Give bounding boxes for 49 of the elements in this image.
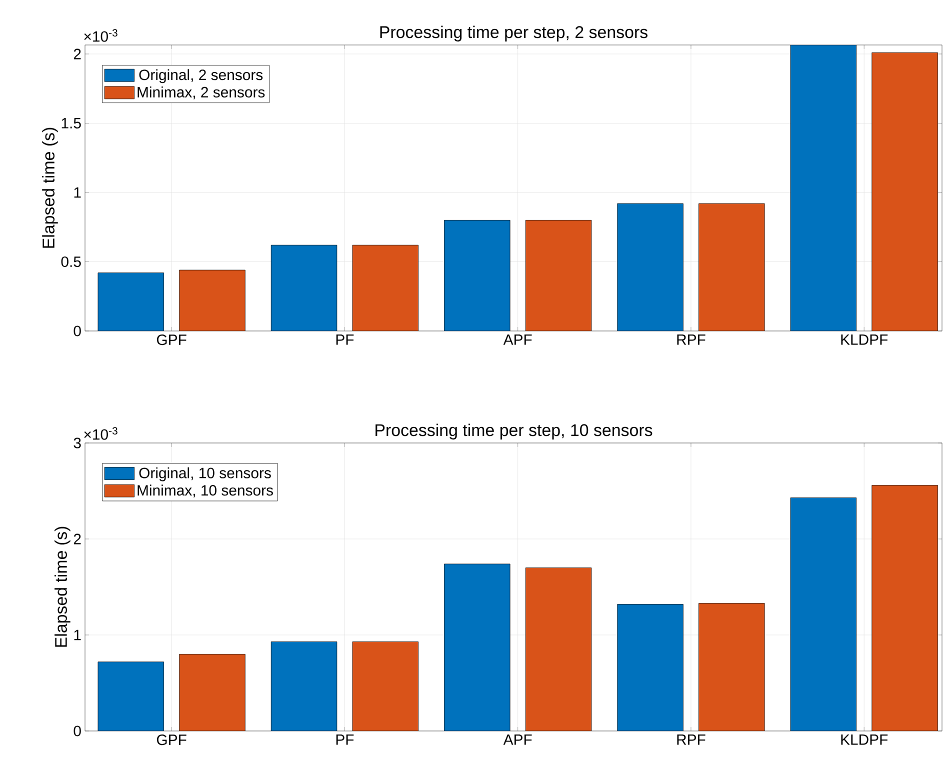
bar: [525, 568, 592, 731]
x-tick-label: APF: [503, 334, 532, 345]
bar: [698, 603, 765, 731]
bar: [525, 220, 592, 331]
x-tick-label: PF: [336, 334, 354, 345]
bar: [698, 203, 765, 331]
bar: [617, 203, 684, 331]
legend-label: Minimax, 10 sensors: [138, 484, 273, 498]
y-tick-label: 0.5: [61, 256, 81, 268]
x-tick-label: GPF: [156, 734, 186, 746]
chart-title: Processing time per step, 2 sensors: [380, 26, 648, 42]
legend-label: Original, 10 sensors: [139, 467, 271, 482]
y-axis-title: Elapsed time (s): [54, 526, 70, 647]
bar: [352, 642, 418, 731]
x-tick-label: KLDPF: [841, 334, 888, 345]
bar: [444, 564, 510, 731]
bar: [179, 270, 246, 331]
legend-label: Minimax, 2 sensors: [138, 86, 265, 100]
bar: [270, 642, 338, 731]
y-tick-label: 2: [74, 534, 81, 544]
bar: [98, 662, 164, 731]
bar: [617, 604, 684, 731]
bar: [352, 244, 418, 331]
y-tick-label: 1: [74, 187, 81, 198]
bar: [179, 654, 246, 731]
x-tick-label: GPF: [156, 334, 186, 346]
y-tick-label: 2: [74, 48, 81, 60]
y-tick-label: 3: [74, 438, 81, 448]
y-tick-label: 1.5: [62, 118, 81, 128]
bar: [444, 220, 510, 331]
x-tick-label: RPF: [677, 734, 706, 745]
bar: [872, 485, 938, 731]
x-tick-label: APF: [503, 734, 532, 745]
y-axis-title: Elapsed time (s): [42, 128, 58, 248]
x-tick-label: RPF: [677, 334, 706, 345]
y-tick-label: 0: [74, 326, 81, 336]
chart-title: Processing time per step, 10 sensors: [376, 424, 652, 440]
bar: [790, 44, 857, 331]
bar: [98, 272, 164, 331]
x-tick-label: KLDPF: [841, 734, 888, 745]
text: ×10$^{-3}$: [84, 427, 118, 440]
y-tick-label: 1: [74, 630, 81, 640]
legend-label: Original, 2 sensors: [139, 69, 263, 84]
text: ×10$^{-3}$: [84, 29, 118, 42]
bar: [790, 498, 857, 731]
bar: [270, 244, 338, 331]
bar: [872, 52, 938, 331]
y-tick-label: 0: [74, 726, 81, 736]
x-tick-label: PF: [336, 734, 354, 745]
